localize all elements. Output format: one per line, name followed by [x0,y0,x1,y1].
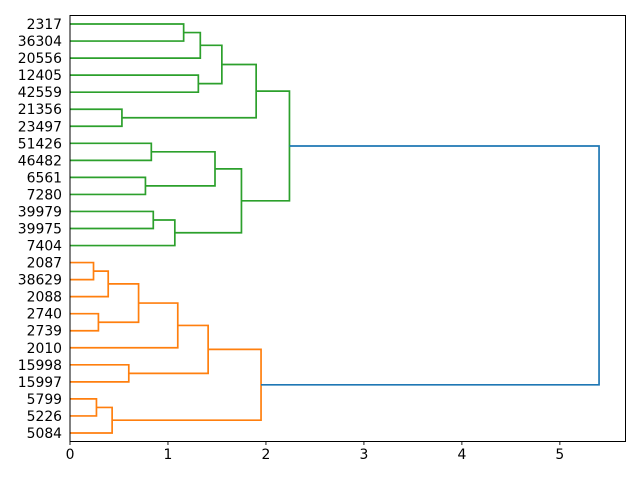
dendrogram-link [261,145,600,386]
leaf-label: 2087 [27,256,62,272]
dendrogram-link [70,398,98,417]
dendrogram-link [70,176,147,196]
leaf-label: 5799 [27,392,62,408]
leaf-label: 51426 [18,136,62,152]
dendrogram-link [174,168,243,234]
leaf-label: 2739 [27,324,62,340]
dendrogram-link [145,150,216,187]
dendrogram-link [70,108,123,128]
leaf-label: 38629 [18,273,62,289]
leaf-label: 39979 [18,204,62,220]
dendrogram-link [241,90,291,202]
leaf-label: 46482 [18,153,62,169]
dendrogram-link [121,63,257,119]
x-tick-label: 5 [555,447,564,463]
dendrogram-link [70,31,202,59]
leaf-label: 2010 [27,341,62,357]
dendrogram-link [70,312,100,332]
leaf-label: 42559 [18,85,62,101]
dendrogram-link [112,348,262,422]
dendrogram-link [198,44,223,85]
leaf-label: 7280 [27,187,62,203]
dendrogram-link [70,406,113,434]
dendrogram-link [70,142,153,162]
x-tick-label: 4 [457,447,466,463]
x-tick-label: 1 [164,447,173,463]
leaf-label: 21356 [18,102,62,118]
leaf-label: 5226 [27,409,62,425]
dendrogram-link [70,23,185,42]
dendrogram-link [70,302,179,349]
leaf-label: 6561 [27,170,62,186]
dendrogram-link [70,219,176,247]
x-tick-label: 2 [262,447,271,463]
leaf-label: 23497 [18,119,62,135]
dendrogram-link [70,270,110,298]
dendrogram-link [70,210,155,230]
leaf-label: 12405 [18,68,62,84]
leaf-label: 5084 [27,426,63,442]
dendrogram-link [128,324,209,375]
plot-border [69,15,626,442]
leaf-label: 39975 [18,222,62,238]
leaf-label: 15997 [18,375,62,391]
leaf-label: 20556 [18,51,62,67]
leaf-label: 15998 [18,358,62,374]
leaf-label: 36304 [18,34,62,50]
leaf-label: 7404 [27,239,63,255]
dendrogram-link [70,363,130,383]
x-tick-label: 3 [359,447,368,463]
dendrogram-link [70,74,200,94]
leaf-label: 2740 [27,307,62,323]
leaf-label: 2317 [27,17,62,33]
dendrogram-link [98,283,140,324]
dendrogram-link [70,261,95,281]
x-tick-label: 0 [66,447,75,463]
leaf-label: 2088 [27,290,62,306]
